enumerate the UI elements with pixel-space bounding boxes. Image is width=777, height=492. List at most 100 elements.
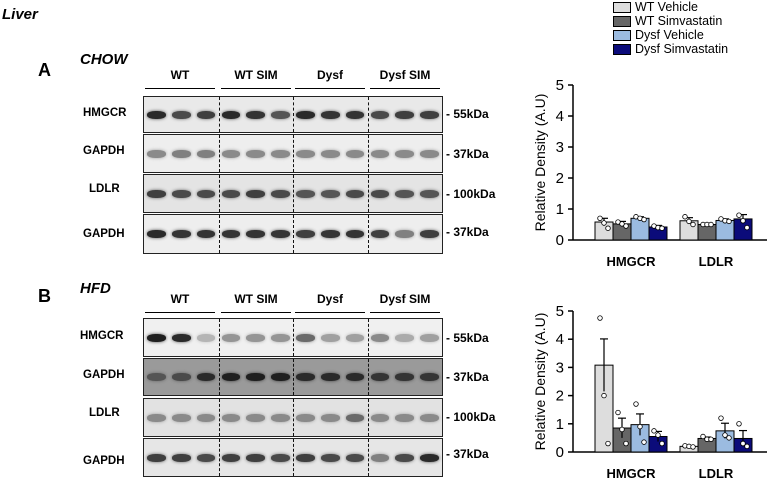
group-label: WT bbox=[170, 68, 190, 82]
blot-band bbox=[221, 230, 241, 238]
blot-label: LDLR bbox=[89, 183, 120, 195]
blot-label: HMGCR bbox=[83, 107, 127, 119]
data-point bbox=[659, 225, 665, 231]
blot-label: GAPDH bbox=[83, 145, 125, 157]
blot-band bbox=[395, 189, 415, 198]
western-blot-strip bbox=[143, 214, 443, 254]
legend-label: WT Simvastatin bbox=[635, 14, 723, 28]
blot-band bbox=[370, 189, 390, 198]
western-blot-strip bbox=[143, 398, 443, 437]
y-tick-label: 3 bbox=[556, 139, 564, 156]
data-point bbox=[605, 225, 611, 231]
lane-group-divider bbox=[218, 319, 220, 356]
kda-label: - 37kDa bbox=[446, 370, 489, 384]
blot-band bbox=[296, 110, 315, 119]
blot-band bbox=[147, 373, 166, 381]
data-point bbox=[597, 215, 603, 221]
blot-band bbox=[171, 413, 191, 422]
data-point bbox=[700, 433, 706, 440]
blot-band bbox=[147, 189, 166, 198]
blot-band bbox=[395, 110, 415, 119]
blot-band bbox=[395, 149, 415, 158]
blot-label: GAPDH bbox=[83, 228, 125, 240]
blot-band bbox=[271, 149, 290, 158]
blot-band bbox=[345, 413, 365, 422]
blot-band bbox=[147, 453, 166, 462]
y-tick-label: 3 bbox=[556, 359, 564, 376]
legend: WT Vehicle WT Simvastatin Dysf Vehicle D… bbox=[613, 0, 777, 56]
data-point bbox=[726, 218, 732, 225]
blot-band bbox=[196, 189, 216, 198]
blot-band bbox=[320, 333, 340, 342]
blot-band bbox=[246, 373, 266, 381]
lane-group-divider bbox=[218, 359, 220, 395]
blot-band bbox=[345, 189, 365, 198]
lane-group-divider bbox=[293, 399, 294, 436]
data-point bbox=[736, 421, 742, 427]
data-point bbox=[740, 440, 746, 447]
data-point bbox=[641, 439, 647, 445]
lane-group-divider bbox=[293, 319, 294, 356]
legend-label: Dysf Simvastatin bbox=[635, 42, 729, 56]
data-point bbox=[740, 218, 746, 224]
x-category-label: HMGCR bbox=[606, 466, 656, 481]
group-line bbox=[221, 312, 291, 313]
blot-band bbox=[370, 413, 390, 422]
y-axis-label: Relative Density (A.U) bbox=[532, 313, 548, 451]
blot-band bbox=[320, 110, 340, 119]
lane-group-divider bbox=[367, 359, 369, 395]
blot-band bbox=[246, 230, 266, 238]
x-category-label: HMGCR bbox=[606, 254, 656, 269]
data-point bbox=[637, 423, 643, 430]
blot-band bbox=[196, 110, 216, 119]
data-point bbox=[601, 392, 607, 399]
group-line bbox=[370, 312, 440, 313]
blot-band bbox=[196, 149, 216, 158]
x-category-label: LDLR bbox=[699, 466, 734, 481]
legend-swatch bbox=[613, 1, 631, 13]
blot-label: HMGCR bbox=[80, 330, 124, 342]
lane-group-divider bbox=[367, 175, 369, 212]
blot-band bbox=[296, 333, 315, 342]
blot-band bbox=[420, 189, 439, 198]
data-point bbox=[597, 315, 603, 321]
data-point bbox=[686, 218, 692, 225]
y-tick-label: 2 bbox=[556, 170, 564, 187]
blot-band bbox=[171, 230, 191, 238]
lane-group-divider bbox=[367, 439, 369, 476]
western-blot-strip bbox=[143, 318, 443, 357]
panel-a-title: CHOW bbox=[80, 51, 128, 68]
blot-band bbox=[147, 149, 166, 158]
data-point bbox=[726, 435, 732, 441]
blot-band bbox=[196, 333, 216, 342]
blot-band bbox=[246, 110, 266, 119]
lane-group-divider bbox=[367, 319, 369, 356]
kda-label: - 37kDa bbox=[446, 225, 489, 239]
blot-band bbox=[395, 373, 415, 381]
data-point bbox=[708, 436, 714, 443]
y-tick-label: 5 bbox=[556, 77, 564, 94]
y-tick-label: 0 bbox=[556, 444, 564, 461]
lane-group-divider bbox=[218, 97, 220, 132]
data-point bbox=[736, 212, 742, 218]
blot-band bbox=[147, 230, 166, 238]
y-tick-label: 2 bbox=[556, 388, 564, 405]
lane-group-divider bbox=[293, 97, 294, 132]
blot-band bbox=[370, 453, 390, 462]
bar bbox=[630, 217, 650, 241]
kda-label: - 100kDa bbox=[446, 187, 496, 201]
kda-label: - 37kDa bbox=[446, 147, 489, 161]
blot-band bbox=[345, 453, 365, 462]
blot-band bbox=[420, 373, 439, 381]
blot-band bbox=[271, 230, 290, 238]
lane-group-divider bbox=[367, 215, 369, 253]
blot-band bbox=[221, 333, 241, 342]
x-category-label: LDLR bbox=[699, 254, 734, 269]
blot-band bbox=[345, 230, 365, 238]
blot-band bbox=[271, 333, 290, 342]
blot-band bbox=[171, 110, 191, 119]
blot-band bbox=[171, 373, 191, 381]
group-line bbox=[145, 312, 215, 313]
blot-band bbox=[171, 149, 191, 158]
